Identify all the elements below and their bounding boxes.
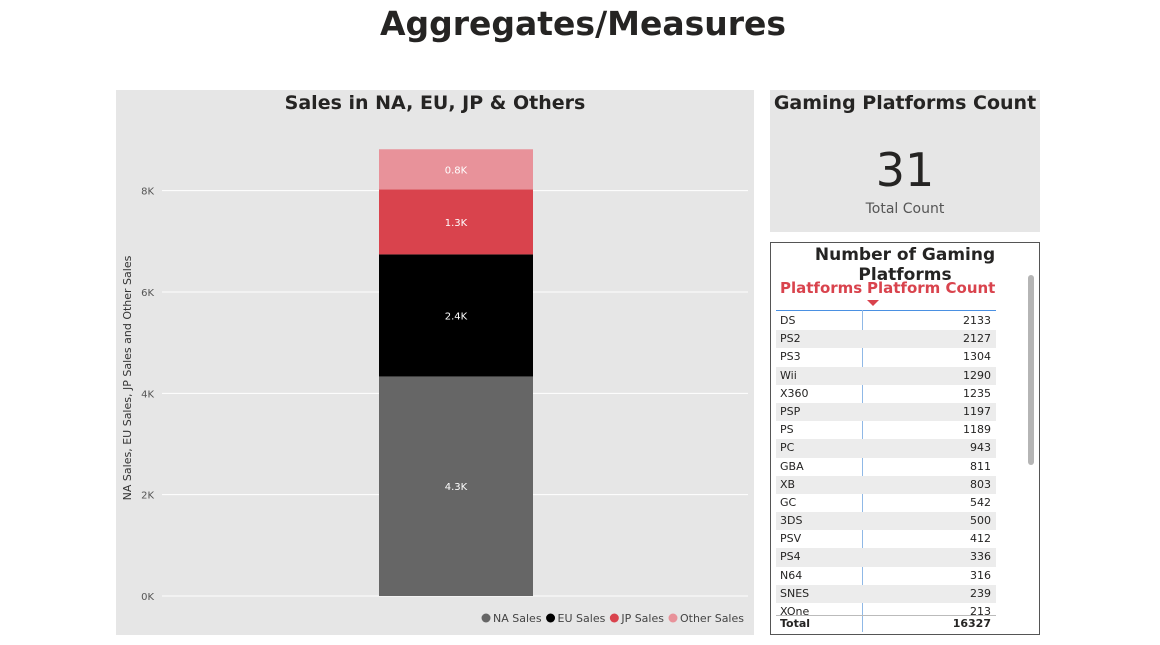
- kpi-title: Gaming Platforms Count: [773, 92, 1037, 114]
- total-value: 16327: [952, 617, 991, 630]
- table-row[interactable]: PSV 412: [776, 530, 996, 548]
- platform-count-cell: 2127: [963, 332, 991, 346]
- y-tick-label: 2K: [141, 491, 154, 502]
- legend-label: NA Sales: [493, 612, 542, 625]
- legend-label: JP Sales: [620, 612, 664, 625]
- platform-count-cell: 542: [970, 495, 991, 509]
- y-tick-label: 6K: [141, 288, 154, 299]
- sort-descending-icon[interactable]: [867, 300, 879, 306]
- platform-cell: N64: [780, 568, 803, 582]
- platforms-count-card: Gaming Platforms Count 31 Total Count: [770, 90, 1040, 232]
- legend-marker: [668, 613, 678, 623]
- column-divider: [862, 310, 863, 632]
- y-tick-label: 4K: [141, 389, 154, 400]
- platform-count-cell: 316: [970, 568, 991, 582]
- sales-chart-panel: 0K 2K 4K 6K 8K NA Sales, EU Sales, JP Sales a…: [116, 90, 754, 635]
- table-row[interactable]: PS3 1304: [776, 348, 996, 366]
- platform-count-cell: 943: [970, 441, 991, 455]
- table-row[interactable]: PS 1189: [776, 421, 996, 439]
- platform-cell: PS4: [780, 550, 801, 564]
- table-row[interactable]: PC 943: [776, 439, 996, 458]
- table-row[interactable]: GC 542: [776, 494, 996, 512]
- platform-count-cell: 500: [970, 514, 991, 528]
- table-row[interactable]: XOne 213: [776, 603, 996, 616]
- platform-count-cell: 1290: [963, 368, 991, 382]
- platform-count-cell: 2133: [963, 314, 991, 327]
- platform-cell: XB: [780, 477, 796, 491]
- table-body: DS 2133 PS2 2127 PS3 1304 Wii 1290 X360 1235 PSP 11…: [776, 312, 996, 616]
- table-row[interactable]: PS2 2127: [776, 330, 996, 349]
- table-row[interactable]: X360 1235: [776, 385, 996, 403]
- stacked-bar-chart: 0K 2K 4K 6K 8K NA Sales, EU Sales, JP Sales a…: [121, 149, 748, 625]
- bar-segment: [379, 376, 533, 596]
- table-scrollbar[interactable]: [1028, 275, 1034, 465]
- table-row[interactable]: XB 803: [776, 475, 996, 494]
- platform-count-cell: 1235: [963, 386, 991, 400]
- platform-cell: PC: [780, 441, 795, 455]
- platform-cell: PS2: [780, 332, 801, 346]
- bar-segment: [379, 189, 533, 255]
- legend-marker: [546, 613, 556, 623]
- platform-count-cell: 1189: [963, 423, 991, 437]
- table-row[interactable]: SNES 239: [776, 584, 996, 603]
- platform-cell: X360: [780, 386, 809, 400]
- platform-cell: Wii: [780, 368, 797, 382]
- data-label: 1.3K: [445, 218, 468, 229]
- table-row[interactable]: DS 2133: [776, 312, 996, 330]
- table-row[interactable]: 3DS 500: [776, 512, 996, 531]
- data-label: 0.8K: [445, 165, 468, 176]
- platform-count-cell: 213: [970, 605, 991, 616]
- platform-count-cell: 811: [970, 459, 991, 473]
- platform-cell: 3DS: [780, 514, 803, 528]
- platform-cell: PSP: [780, 404, 801, 418]
- platform-cell: GC: [780, 495, 797, 509]
- legend-marker: [481, 613, 491, 623]
- data-label: 2.4K: [445, 311, 468, 322]
- y-tick-label: 0K: [141, 592, 154, 603]
- chart-title: Sales in NA, EU, JP & Others: [284, 92, 586, 114]
- total-label: Total: [780, 617, 811, 630]
- y-tick-label: 8K: [141, 187, 154, 198]
- platform-cell: PS3: [780, 350, 801, 364]
- bar-segment: [379, 254, 533, 377]
- bar-segment: [379, 149, 533, 190]
- platform-cell: PS: [780, 423, 794, 437]
- kpi-value: 31: [875, 143, 935, 197]
- legend-label: EU Sales: [558, 612, 606, 625]
- platform-count-cell: 412: [970, 532, 991, 546]
- column-header-platforms[interactable]: Platforms: [780, 279, 863, 297]
- y-axis-label: NA Sales, EU Sales, JP Sales and Other S…: [121, 255, 134, 500]
- data-label: 4.3K: [445, 482, 468, 493]
- platform-cell: SNES: [780, 586, 810, 600]
- platforms-table-panel: Number of Gaming Platforms Platforms Pla…: [770, 242, 1040, 635]
- platform-cell: PSV: [780, 532, 802, 546]
- platform-cell: DS: [780, 314, 796, 327]
- platform-count-cell: 1197: [963, 404, 991, 418]
- table-row[interactable]: GBA 811: [776, 458, 996, 476]
- legend-marker: [609, 613, 619, 623]
- legend-label: Other Sales: [680, 612, 744, 625]
- table-title: Number of Gaming Platforms: [814, 245, 996, 285]
- table-row[interactable]: PSP 1197: [776, 402, 996, 422]
- table-total-row: Total 16327: [776, 615, 996, 632]
- header-divider: [776, 310, 996, 311]
- platform-count-cell: 803: [970, 477, 991, 491]
- platform-count-cell: 239: [970, 586, 991, 600]
- platform-count-cell: 1304: [963, 350, 991, 364]
- table-row[interactable]: N64 316: [776, 567, 996, 585]
- page-title: Aggregates/Measures: [379, 4, 787, 43]
- platform-cell: GBA: [780, 459, 804, 473]
- platform-count-cell: 336: [970, 550, 991, 564]
- table-row[interactable]: PS4 336: [776, 548, 996, 567]
- column-header-platform-count[interactable]: Platform Count: [867, 279, 996, 297]
- table-row[interactable]: Wii 1290: [776, 366, 996, 385]
- kpi-label: Total Count: [865, 201, 945, 217]
- platform-cell: XOne: [780, 605, 810, 616]
